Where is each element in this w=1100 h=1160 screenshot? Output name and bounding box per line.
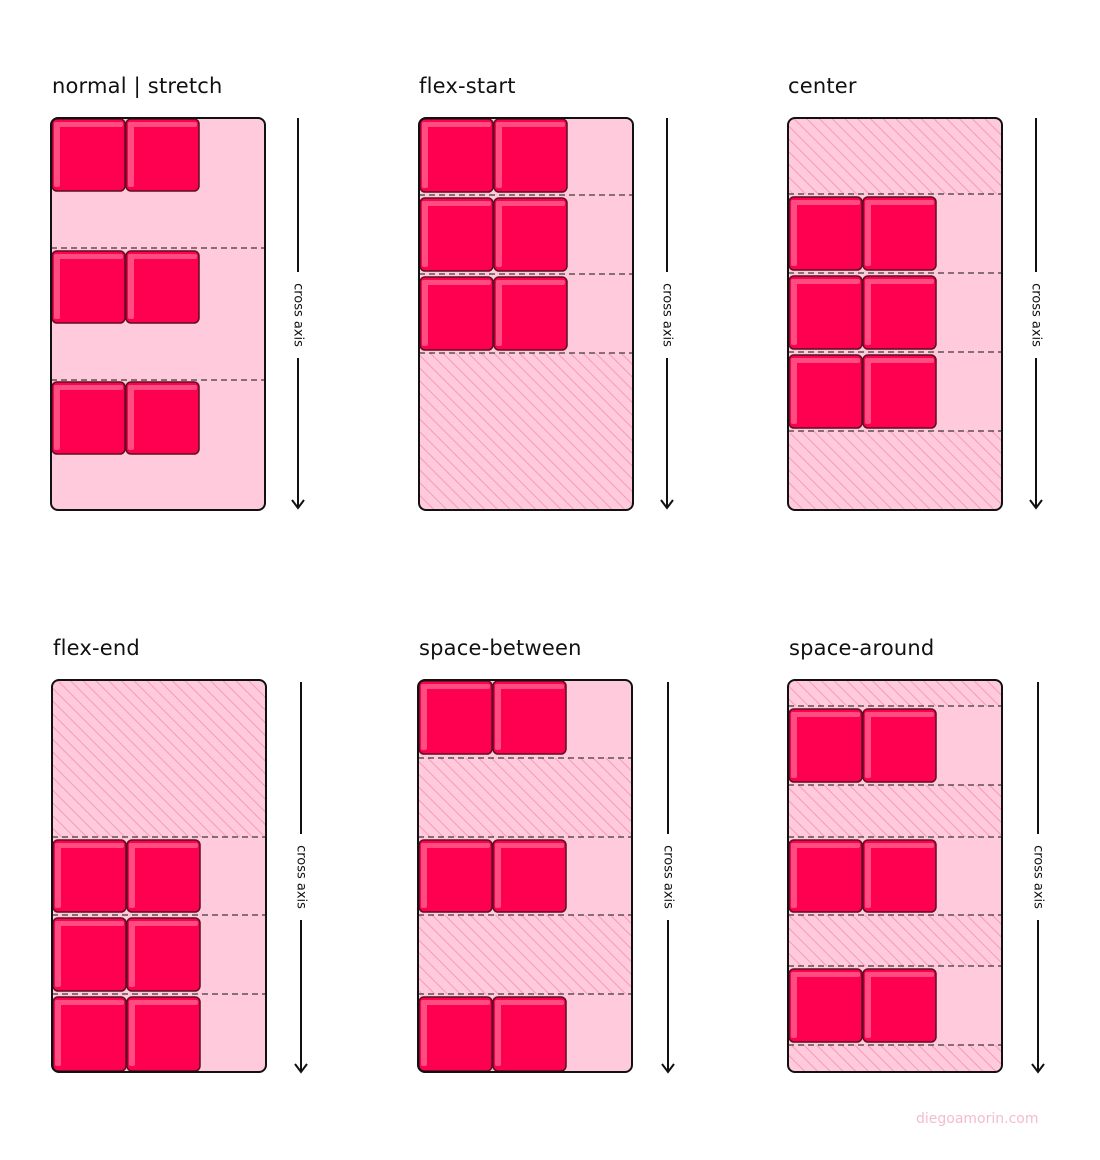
cross-axis-arrow: cross axis [1031,682,1046,1074]
panel-title-flex-start: flex-start [419,74,516,98]
cross-axis-arrow: cross axis [294,682,309,1074]
flex-item [862,839,937,913]
flex-item [419,197,494,272]
cross-axis-label: cross axis [661,845,676,909]
panel-flex-start [418,117,634,511]
flex-item [492,680,567,755]
cross-axis-label: cross axis [294,845,309,909]
free-space-hatch [789,785,1001,837]
free-space-hatch [789,1045,1001,1071]
panel-title-flex-end: flex-end [53,636,140,660]
flex-item [419,276,494,351]
cross-axis-label: cross axis [660,283,675,347]
flex-item [788,968,863,1043]
flex-item [862,968,937,1043]
flex-item [125,381,200,455]
flex-item [492,996,567,1072]
cross-axis-arrow: cross axis [1029,118,1044,510]
flex-item [493,118,568,193]
free-space-hatch [789,119,1001,194]
cross-axis-label: cross axis [291,283,306,347]
flex-item [126,839,201,913]
flex-item [788,196,863,271]
flex-item [51,381,126,455]
panel-space-around [787,679,1003,1073]
cross-axis-label: cross axis [1031,845,1046,909]
flex-item [493,276,568,351]
free-space-hatch [53,681,265,837]
flex-item [126,996,201,1072]
flex-item [862,708,937,783]
flex-item [51,250,126,324]
flex-item [493,197,568,272]
flex-item [418,680,493,755]
panel-center [787,117,1003,511]
free-space-hatch [419,915,631,994]
flex-item [126,917,201,992]
flex-item [862,354,937,429]
panel-stretch [50,117,266,511]
flex-item [862,275,937,350]
flex-item [125,250,200,324]
panel-space-between [417,679,633,1073]
cross-axis-arrow: cross axis [660,118,675,510]
flex-item [418,839,493,913]
flex-item [418,996,493,1072]
panel-title-space-between: space-between [419,636,582,660]
panel-title-space-around: space-around [789,636,935,660]
flex-item [51,118,126,192]
flex-item [419,118,494,193]
free-space-hatch [420,353,632,509]
flex-item [125,118,200,192]
flex-item [862,196,937,271]
free-space-hatch [789,681,1001,706]
flex-item [52,839,127,913]
panel-title-center: center [788,74,857,98]
flex-item [788,839,863,913]
flex-item [788,354,863,429]
free-space-hatch [789,915,1001,966]
flex-item [52,917,127,992]
free-space-hatch [789,431,1001,509]
cross-axis-arrow: cross axis [661,682,676,1074]
cross-axis-label: cross axis [1029,283,1044,347]
free-space-hatch [419,758,631,837]
flex-item [52,996,127,1072]
flex-item [788,708,863,783]
cross-axis-arrow: cross axis [291,118,306,510]
flex-item [788,275,863,350]
flex-item [492,839,567,913]
watermark: diegoamorin.com [916,1111,1039,1127]
panel-title-stretch: normal | stretch [52,74,223,98]
panel-flex-end [51,679,267,1073]
